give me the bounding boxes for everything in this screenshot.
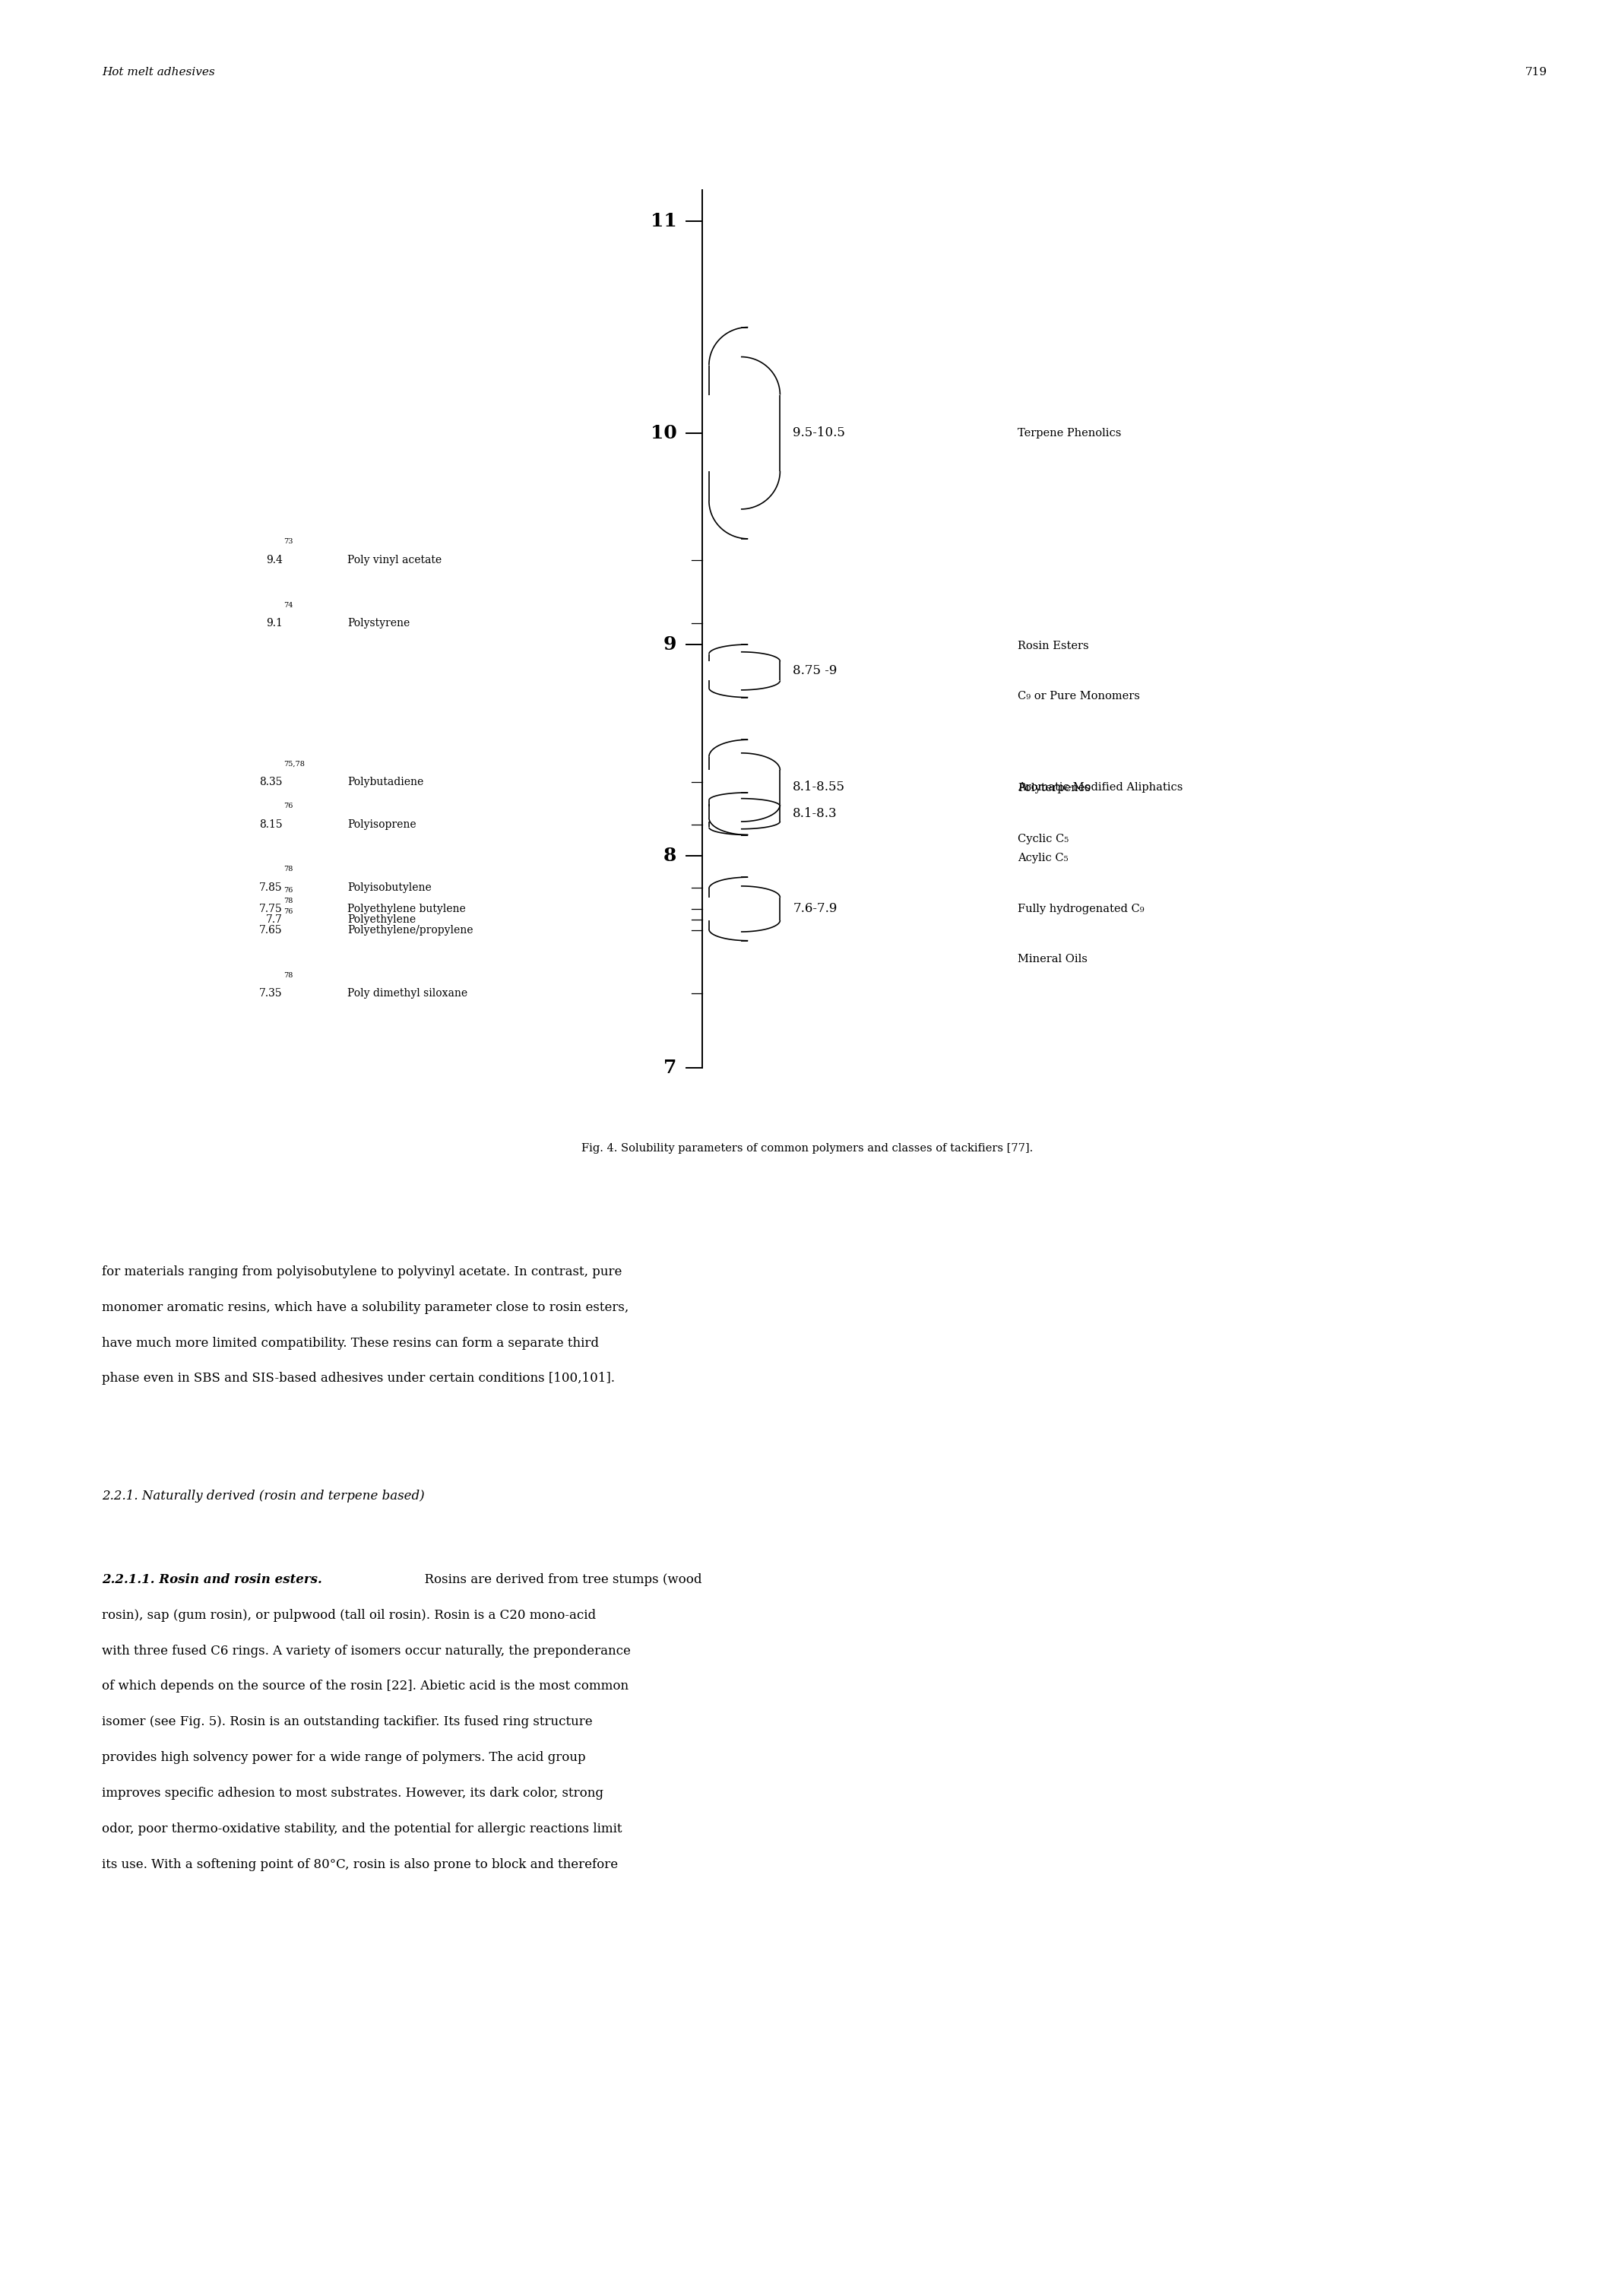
Text: its use. With a softening point of 80°C, rosin is also prone to block and theref: its use. With a softening point of 80°C,…	[102, 1857, 619, 1871]
Text: Polybutadiene: Polybutadiene	[347, 776, 423, 788]
Text: 7.85: 7.85	[260, 882, 283, 893]
Text: Terpene Phenolics: Terpene Phenolics	[1017, 427, 1121, 439]
Text: 76: 76	[284, 886, 292, 893]
Text: C₉ or Pure Monomers: C₉ or Pure Monomers	[1017, 691, 1140, 703]
Text: Polyisobutylene: Polyisobutylene	[347, 882, 431, 893]
Text: 8.15: 8.15	[260, 820, 283, 829]
Text: Polyethylene: Polyethylene	[347, 914, 415, 925]
Text: 7.65: 7.65	[260, 925, 283, 934]
Text: 7.35: 7.35	[260, 987, 283, 999]
Text: 76: 76	[284, 909, 292, 916]
Text: 8.75 -9: 8.75 -9	[793, 664, 837, 677]
Text: Polyethylene/propylene: Polyethylene/propylene	[347, 925, 473, 934]
Text: odor, poor thermo-oxidative stability, and the potential for allergic reactions : odor, poor thermo-oxidative stability, a…	[102, 1823, 622, 1835]
Text: with three fused C6 rings. A variety of isomers occur naturally, the preponderan: with three fused C6 rings. A variety of …	[102, 1644, 630, 1658]
Text: Fig. 4. Solubility parameters of common polymers and classes of tackifiers [77].: Fig. 4. Solubility parameters of common …	[581, 1143, 1034, 1155]
Text: 11: 11	[651, 211, 677, 230]
Text: 2.2.1. Naturally derived (rosin and terpene based): 2.2.1. Naturally derived (rosin and terp…	[102, 1490, 425, 1502]
Text: Polyisoprene: Polyisoprene	[347, 820, 417, 829]
Text: 73: 73	[284, 537, 292, 544]
Text: phase even in SBS and SIS-based adhesives under certain conditions [100,101].: phase even in SBS and SIS-based adhesive…	[102, 1373, 615, 1384]
Text: Polystyrene: Polystyrene	[347, 618, 410, 629]
Text: 10: 10	[651, 425, 677, 443]
Text: 78: 78	[284, 971, 292, 978]
Text: 7: 7	[664, 1058, 677, 1077]
Text: 8.35: 8.35	[260, 776, 283, 788]
Text: 8.1-8.55: 8.1-8.55	[793, 781, 845, 794]
Text: Rosins are derived from tree stumps (wood: Rosins are derived from tree stumps (woo…	[417, 1573, 703, 1587]
Text: Polyterpenes: Polyterpenes	[1017, 783, 1090, 794]
Text: Poly dimethyl siloxane: Poly dimethyl siloxane	[347, 987, 467, 999]
Text: 2.2.1.1. Rosin and rosin esters.: 2.2.1.1. Rosin and rosin esters.	[102, 1573, 321, 1587]
Text: 75,78: 75,78	[284, 760, 305, 767]
Text: Mineral Oils: Mineral Oils	[1017, 955, 1087, 964]
Text: 78: 78	[284, 898, 292, 905]
Text: rosin), sap (gum rosin), or pulpwood (tall oil rosin). Rosin is a C20 mono-acid: rosin), sap (gum rosin), or pulpwood (ta…	[102, 1609, 596, 1621]
Text: 719: 719	[1525, 67, 1547, 78]
Text: 76: 76	[284, 804, 292, 810]
Text: Rosin Esters: Rosin Esters	[1017, 641, 1089, 652]
Text: 9.5-10.5: 9.5-10.5	[793, 427, 845, 439]
Text: Cyclic C₅: Cyclic C₅	[1017, 833, 1069, 845]
Text: for materials ranging from polyisobutylene to polyvinyl acetate. In contrast, pu: for materials ranging from polyisobutyle…	[102, 1265, 622, 1279]
Text: 7.75: 7.75	[260, 905, 283, 914]
Text: isomer (see Fig. 5). Rosin is an outstanding tackifier. Its fused ring structure: isomer (see Fig. 5). Rosin is an outstan…	[102, 1715, 593, 1729]
Text: 9.1: 9.1	[266, 618, 283, 629]
Text: 7.7: 7.7	[266, 914, 283, 925]
Text: provides high solvency power for a wide range of polymers. The acid group: provides high solvency power for a wide …	[102, 1752, 586, 1763]
Text: 8.1-8.3: 8.1-8.3	[793, 808, 838, 820]
Text: 9: 9	[664, 636, 677, 654]
Text: improves specific adhesion to most substrates. However, its dark color, strong: improves specific adhesion to most subst…	[102, 1786, 604, 1800]
Text: Aromatic-Modified Aliphatics: Aromatic-Modified Aliphatics	[1017, 783, 1182, 792]
Text: 7.6-7.9: 7.6-7.9	[793, 902, 837, 916]
Text: of which depends on the source of the rosin [22]. Abietic acid is the most commo: of which depends on the source of the ro…	[102, 1681, 628, 1692]
Text: 78: 78	[284, 866, 292, 872]
Text: 9.4: 9.4	[266, 556, 283, 565]
Text: Hot melt adhesives: Hot melt adhesives	[102, 67, 215, 78]
Text: have much more limited compatibility. These resins can form a separate third: have much more limited compatibility. Th…	[102, 1336, 599, 1350]
Text: Fully hydrogenated C₉: Fully hydrogenated C₉	[1017, 905, 1143, 914]
Text: monomer aromatic resins, which have a solubility parameter close to rosin esters: monomer aromatic resins, which have a so…	[102, 1302, 628, 1313]
Text: Poly vinyl acetate: Poly vinyl acetate	[347, 556, 441, 565]
Text: 8: 8	[664, 847, 677, 866]
Text: Polyethylene butylene: Polyethylene butylene	[347, 905, 465, 914]
Text: Acylic C₅: Acylic C₅	[1017, 854, 1068, 863]
Text: 74: 74	[284, 602, 292, 608]
